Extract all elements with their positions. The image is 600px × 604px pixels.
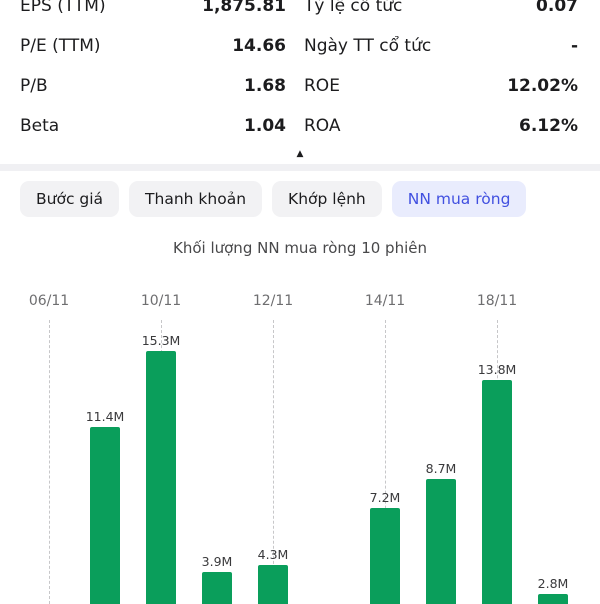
stats-row: Beta 1.04 ROA 6.12%	[0, 106, 600, 146]
bar	[146, 351, 176, 604]
bar-value-label: 8.7M	[425, 461, 457, 477]
collapse-stats-button[interactable]: ▲	[0, 148, 600, 160]
x-tick-label: 14/11	[364, 293, 406, 309]
stat-label: P/E (TTM)	[20, 36, 101, 56]
bar-value-label: 2.8M	[537, 575, 569, 591]
stat-label: Tỷ lệ cổ tức	[304, 0, 403, 16]
stats-cell: ROA 6.12%	[300, 106, 600, 146]
stat-value: 1.04	[244, 116, 286, 136]
stats-cell: Tỷ lệ cổ tức 0.07	[300, 0, 600, 26]
tab-nn-mua-ròng[interactable]: NN mua ròng	[391, 181, 527, 217]
stats-row: EPS (TTM) 1,875.81 Tỷ lệ cổ tức 0.07	[0, 0, 600, 26]
bar	[90, 426, 120, 604]
stat-value: 6.12%	[519, 116, 578, 136]
stat-value: 14.66	[232, 36, 286, 56]
nn-net-buy-chart: 06/11 10/11 12/11 14/11 18/11 11.4M 15.3M 3.9M 4…	[0, 265, 600, 604]
tab-khớp-lệnh[interactable]: Khớp lệnh	[272, 181, 382, 217]
bar-value-label: 11.4M	[85, 408, 125, 424]
dashed-gridline	[385, 320, 386, 604]
stats-cell: P/E (TTM) 14.66	[0, 26, 300, 66]
stat-label: Beta	[20, 116, 60, 136]
bar-value-label: 13.8M	[477, 362, 517, 378]
bar	[258, 564, 288, 604]
stat-label: P/B	[20, 76, 48, 96]
section-divider	[0, 164, 600, 171]
stats-row: P/E (TTM) 14.66 Ngày TT cổ tức -	[0, 26, 600, 66]
stat-value: -	[570, 36, 578, 56]
bar	[426, 479, 456, 604]
stat-value: 1,875.81	[202, 0, 286, 16]
dashed-gridline	[273, 320, 274, 604]
x-tick-label: 18/11	[476, 293, 518, 309]
chevron-up-icon: ▲	[296, 149, 304, 159]
stats-cell: P/B 1.68	[0, 66, 300, 106]
stats-cell: ROE 12.02%	[300, 66, 600, 106]
dashed-gridline	[49, 320, 50, 604]
bar-value-label: 15.3M	[141, 333, 181, 349]
stat-label: ROE	[304, 76, 340, 96]
stat-label: ROA	[304, 116, 341, 136]
stats-row: P/B 1.68 ROE 12.02%	[0, 66, 600, 106]
x-tick-label: 10/11	[140, 293, 182, 309]
stat-label: EPS (TTM)	[20, 0, 106, 16]
stats-cell: Beta 1.04	[0, 106, 300, 146]
bar	[538, 593, 568, 604]
bar	[202, 572, 232, 604]
stat-value: 0.07	[536, 0, 578, 16]
chart-title: Khối lượng NN mua ròng 10 phiên	[173, 239, 427, 257]
bar	[370, 508, 400, 604]
tab-thanh-khoản[interactable]: Thanh khoản	[129, 181, 263, 217]
stat-value: 1.68	[244, 76, 286, 96]
stats-table: EPS (TTM) 1,875.81 Tỷ lệ cổ tức 0.07 P/E (TT…	[0, 0, 600, 146]
x-tick-label: 06/11	[28, 293, 70, 309]
x-tick-label: 12/11	[252, 293, 294, 309]
stat-label: Ngày TT cổ tức	[304, 36, 432, 56]
bar-value-label: 7.2M	[369, 490, 401, 506]
stats-cell: Ngày TT cổ tức -	[300, 26, 600, 66]
bar	[482, 380, 512, 604]
stats-cell: EPS (TTM) 1,875.81	[0, 0, 300, 26]
tab-bước-giá[interactable]: Bước giá	[20, 181, 120, 217]
bar-value-label: 4.3M	[257, 546, 289, 562]
bar-value-label: 3.9M	[201, 554, 233, 570]
stat-value: 12.02%	[507, 76, 578, 96]
tab-bar: Bước giá Thanh khoản Khớp lệnh NN mua ròng	[0, 171, 600, 217]
